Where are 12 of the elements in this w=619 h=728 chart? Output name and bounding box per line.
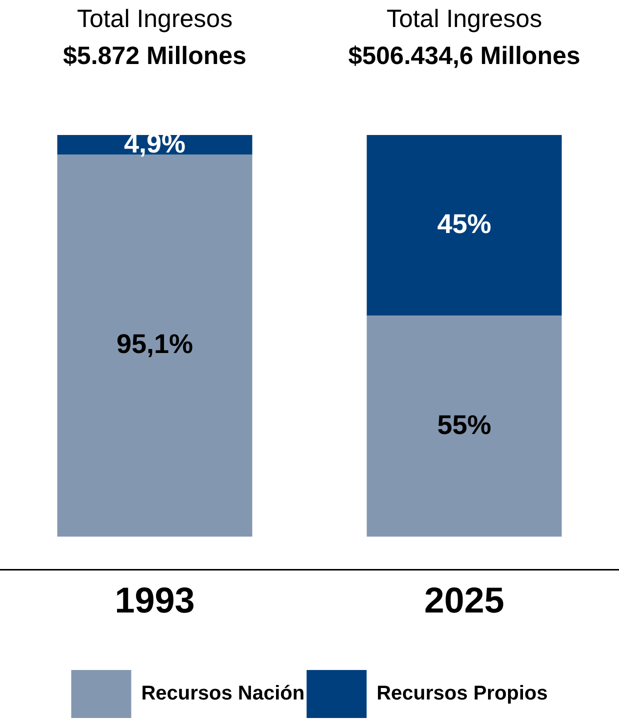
x-tick-label: 2025 — [424, 579, 504, 620]
legend-label: Recursos Propios — [376, 682, 548, 705]
text: $506.434,6 Millones — [348, 42, 580, 70]
data-label: 55% — [437, 410, 492, 440]
data-label: 4,9% — [124, 128, 186, 158]
legend-label: Recursos Nación — [141, 682, 305, 705]
text: Total Ingresos — [386, 4, 542, 33]
text: $5.872 Millones — [63, 42, 246, 70]
data-label: 45% — [437, 208, 492, 239]
x-tick-label: 1993 — [114, 579, 195, 620]
text: Total Ingresos — [76, 4, 233, 33]
data-label: 95,1% — [116, 329, 194, 360]
